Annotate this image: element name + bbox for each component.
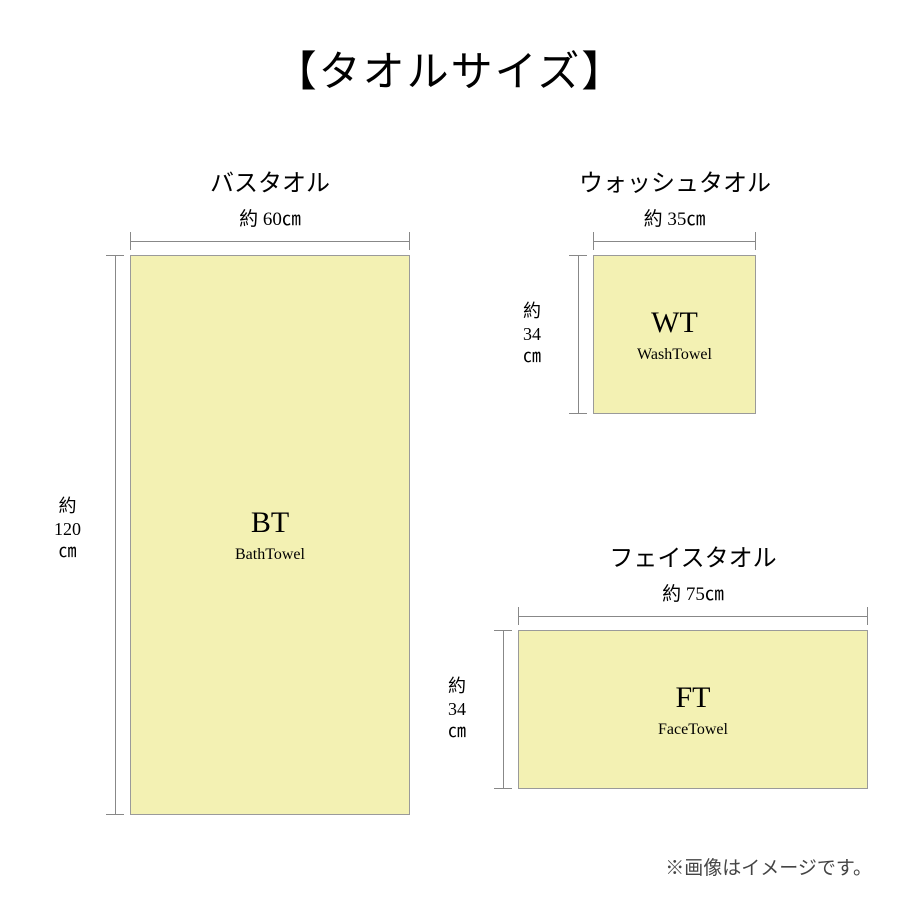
bath-towel-rect: BT BathTowel [130, 255, 410, 815]
face-width-bar [518, 609, 868, 623]
bath-width-label: 約 60㎝ [130, 204, 410, 231]
footnote: ※画像はイメージです。 [665, 853, 872, 880]
bath-width-bar [130, 234, 410, 248]
page-title: 【タオルサイズ】 [0, 38, 900, 99]
bath-height-bar [108, 255, 122, 815]
face-sub: FaceTowel [658, 721, 728, 739]
wash-towel-rect: WT WashTowel [593, 255, 756, 414]
wash-width-label: 約 35㎝ [593, 204, 756, 231]
wash-height-bar [571, 255, 585, 414]
wash-code: WT [651, 306, 698, 340]
face-width-label: 約 75㎝ [518, 579, 868, 606]
wash-width-bar [593, 234, 756, 248]
face-heading: フェイスタオル [518, 538, 868, 573]
wash-sub: WashTowel [637, 346, 712, 364]
face-code: FT [675, 681, 710, 715]
towel-size-diagram: 【タオルサイズ】 バスタオル 約 60㎝ 約 120 ㎝ BT BathTowe… [0, 0, 900, 900]
wash-height-label: 約 34 ㎝ [523, 300, 541, 368]
bath-heading: バスタオル [130, 163, 410, 198]
bath-code: BT [251, 506, 289, 540]
face-height-bar [496, 630, 510, 789]
face-height-label: 約 34 ㎝ [448, 675, 466, 743]
face-towel-rect: FT FaceTowel [518, 630, 868, 789]
bath-sub: BathTowel [235, 546, 305, 564]
bath-height-label: 約 120 ㎝ [54, 495, 81, 563]
wash-heading: ウォッシュタオル [520, 163, 830, 198]
